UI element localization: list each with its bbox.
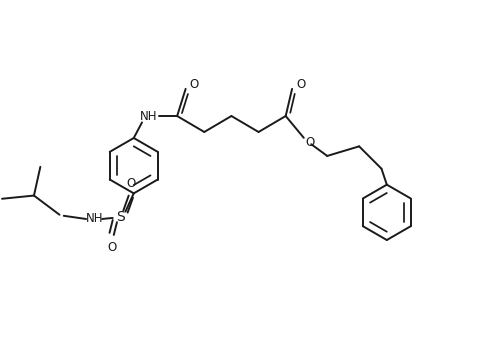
- Text: O: O: [126, 177, 136, 190]
- Text: O: O: [296, 78, 305, 91]
- Text: O: O: [107, 241, 116, 254]
- Text: NH: NH: [86, 212, 104, 225]
- Text: S: S: [116, 210, 125, 224]
- Text: O: O: [190, 78, 199, 91]
- Text: NH: NH: [139, 109, 157, 122]
- Text: O: O: [305, 135, 315, 148]
